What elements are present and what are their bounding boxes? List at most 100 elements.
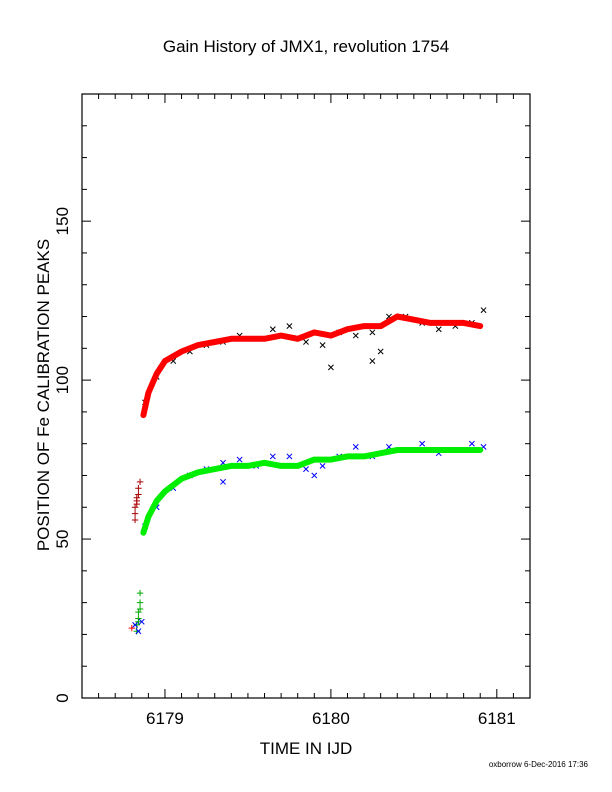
plus-point xyxy=(135,484,142,492)
trend-point xyxy=(378,323,384,329)
trend-point xyxy=(344,326,351,332)
plus-point xyxy=(135,491,142,498)
chart-title: Gain History of JMX1, revolution 1754 xyxy=(163,37,449,56)
series-trend-line xyxy=(140,313,484,419)
trend-point xyxy=(295,336,301,342)
trend-point xyxy=(444,447,450,453)
trend-point xyxy=(228,336,234,342)
trend-point xyxy=(394,447,400,453)
trend-point xyxy=(154,371,160,377)
x-tick-label: 6179 xyxy=(146,709,184,728)
plot-frame xyxy=(81,93,531,699)
x-point xyxy=(286,323,293,330)
trend-point xyxy=(477,323,483,329)
x-point xyxy=(419,440,426,447)
trend-point xyxy=(145,514,151,520)
trend-point xyxy=(261,336,268,342)
series-layer xyxy=(128,307,487,635)
trend-point xyxy=(361,453,367,459)
x-point xyxy=(269,453,276,460)
x-point xyxy=(435,326,442,333)
trend-point xyxy=(477,447,483,453)
plus-point xyxy=(135,608,142,616)
trend-point xyxy=(311,456,317,463)
x-point xyxy=(352,443,359,450)
trend-point xyxy=(411,317,417,323)
trend-point xyxy=(444,320,450,326)
footer-credit: oxborrow 6-Dec-2016 17:36 xyxy=(489,760,589,769)
trend-point xyxy=(245,336,251,342)
plus-point xyxy=(133,494,140,501)
y-tick-label: 150 xyxy=(53,207,72,235)
trend-point xyxy=(195,469,201,475)
trend-point xyxy=(154,498,160,504)
trend-point xyxy=(328,456,334,463)
plus-point xyxy=(136,605,144,613)
x-point xyxy=(319,462,326,469)
plus-point xyxy=(136,478,144,486)
trend-point xyxy=(278,463,284,469)
plus-point xyxy=(136,599,144,606)
trend-point xyxy=(145,390,151,396)
plus-point xyxy=(135,615,142,622)
x-point xyxy=(369,329,376,336)
x-point xyxy=(269,326,276,333)
plus-point xyxy=(136,589,144,597)
trend-point xyxy=(162,488,168,494)
trend-point xyxy=(245,463,251,469)
trend-point xyxy=(212,466,218,472)
x-point xyxy=(220,478,226,485)
x-point xyxy=(286,453,293,460)
x-point xyxy=(132,621,139,628)
x-tick-label: 6181 xyxy=(478,709,516,728)
trend-point xyxy=(295,463,301,469)
trend-point xyxy=(427,320,434,326)
plus-point xyxy=(131,516,139,524)
trend-point xyxy=(228,463,234,469)
x-axis-label: TIME IN IJD xyxy=(260,739,353,758)
series-6 xyxy=(132,618,145,635)
trend-point xyxy=(140,412,146,418)
x-point xyxy=(303,339,309,345)
plus-point xyxy=(128,624,135,632)
x-point xyxy=(369,358,376,364)
x-point xyxy=(352,332,359,339)
trend-point xyxy=(178,476,185,482)
x-point xyxy=(138,618,145,625)
trend-point xyxy=(427,447,434,453)
x-point xyxy=(327,364,334,371)
series-5 xyxy=(133,589,144,635)
trend-point xyxy=(178,348,185,355)
trend-point xyxy=(278,333,284,339)
trend-point xyxy=(344,453,351,459)
trend-point xyxy=(378,450,384,456)
y-tick-label: 50 xyxy=(53,530,72,549)
trend-point xyxy=(212,339,218,345)
trend-point xyxy=(361,323,367,329)
trend-point xyxy=(328,333,334,339)
trend-point xyxy=(461,320,467,326)
x-point xyxy=(303,466,309,473)
x-point xyxy=(480,307,487,314)
plus-point xyxy=(131,504,139,511)
trend-point xyxy=(461,447,467,453)
trend-point xyxy=(162,358,168,364)
trend-point xyxy=(195,342,201,348)
y-tick-label: 100 xyxy=(53,366,72,394)
trend-point xyxy=(311,329,317,336)
axis-ticks xyxy=(81,93,531,699)
series-7 xyxy=(128,624,135,632)
series-2 xyxy=(142,440,487,530)
tick-labels: 6179 6180 6181 0 50 100 150 xyxy=(53,207,516,728)
x-point xyxy=(236,456,243,463)
plus-point xyxy=(131,510,139,517)
trend-point xyxy=(394,313,400,320)
trend-point xyxy=(140,530,146,536)
plot-border xyxy=(81,93,531,699)
series-trend-line xyxy=(140,447,484,536)
x-tick-label: 6180 xyxy=(312,709,350,728)
trend-point xyxy=(411,447,417,453)
x-point xyxy=(135,628,142,635)
series-3 xyxy=(140,447,484,536)
